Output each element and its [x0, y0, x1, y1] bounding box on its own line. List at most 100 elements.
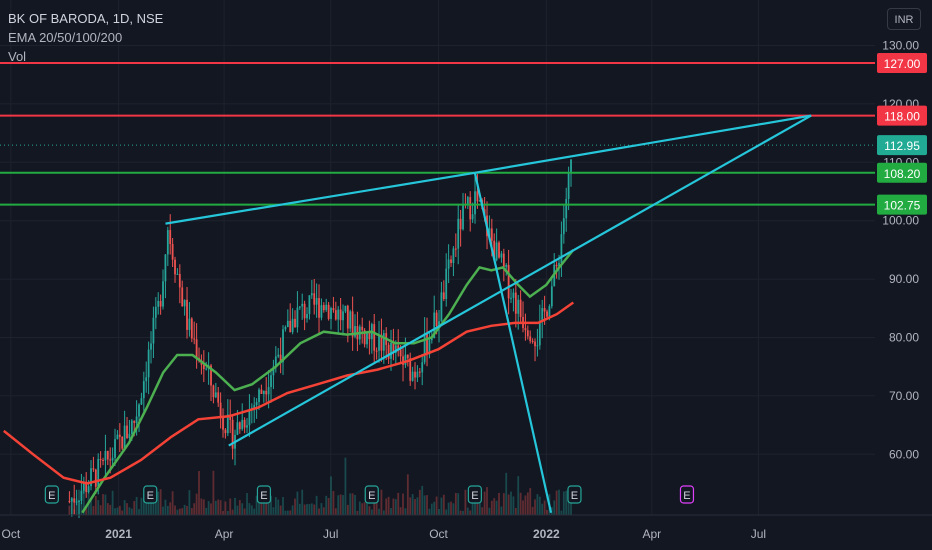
volume-bar: [507, 494, 510, 515]
currency-label[interactable]: INR: [887, 8, 921, 30]
volume-bar: [241, 503, 244, 515]
candle-body: [426, 333, 428, 355]
candle-body: [310, 293, 313, 296]
candle-body: [75, 501, 78, 503]
volume-bar: [260, 501, 263, 515]
candle-body: [382, 333, 385, 351]
candle-body: [351, 311, 354, 337]
earnings-marker-label: E: [471, 490, 478, 502]
volume-bar: [399, 507, 402, 515]
volume-bar: [104, 494, 107, 515]
volume-bar: [128, 507, 131, 515]
trend-line: [473, 172, 553, 513]
volume-bar: [176, 509, 179, 515]
volume-bar: [315, 495, 318, 515]
volume-bar: [229, 498, 232, 515]
volume-bar: [349, 493, 352, 515]
candlestick-series: [68, 159, 572, 519]
candle-body: [183, 299, 186, 307]
volume-bar: [445, 509, 448, 515]
candle-body: [104, 451, 107, 461]
horizontal-levels[interactable]: [0, 62, 875, 206]
candle-body: [181, 287, 184, 307]
volume-bar: [346, 504, 349, 515]
volume-bar: [526, 492, 529, 515]
x-tick-label: Apr: [215, 527, 234, 541]
volume-bar: [152, 501, 155, 515]
volume-bar: [397, 492, 400, 515]
candle-body: [274, 356, 277, 367]
volume-bar: [272, 507, 275, 515]
candle-body: [265, 390, 268, 395]
candle-body: [138, 404, 140, 417]
volume-bar: [130, 508, 133, 515]
candle-body: [133, 420, 136, 424]
trend-lines[interactable]: [165, 114, 812, 513]
volume-bar: [322, 507, 325, 515]
volume-bar: [231, 509, 234, 515]
volume-bar: [337, 495, 340, 515]
volume-bar: [342, 495, 344, 515]
candle-body: [202, 364, 205, 370]
volume-bar: [567, 494, 570, 515]
candle-body: [308, 295, 311, 315]
candle-body: [270, 375, 272, 387]
trend-line: [474, 114, 812, 174]
candle-body: [349, 311, 352, 329]
volume-indicator-label[interactable]: Vol: [8, 49, 27, 64]
volume-bar: [294, 498, 296, 515]
candle-body: [102, 460, 104, 462]
candle-body: [116, 434, 119, 440]
volume-bar: [514, 508, 517, 515]
candle-body: [186, 299, 188, 330]
candle-body: [409, 358, 412, 381]
volume-bar: [255, 495, 258, 515]
symbol-title[interactable]: BK OF BARODA, 1D, NSE: [8, 11, 164, 26]
time-axis[interactable]: Oct 2021 Apr Jul Oct 2022 Apr Jul: [0, 514, 932, 541]
volume-bar: [447, 502, 450, 515]
ema-indicator-label[interactable]: EMA 20/50/100/200: [8, 30, 123, 45]
volume-bar: [464, 489, 467, 515]
volume-bar: [512, 496, 515, 515]
volume-bar: [274, 497, 277, 515]
candle-body: [526, 330, 529, 337]
chart-grid: [0, 0, 875, 515]
volume-bar: [493, 498, 496, 515]
volume-bar: [106, 503, 109, 515]
volume-bar: [238, 500, 241, 515]
volume-bar: [534, 499, 536, 515]
candle-body: [447, 259, 450, 269]
volume-bar: [320, 503, 323, 515]
candle-body: [565, 198, 568, 219]
price-level-badge: [877, 194, 927, 215]
candle-body: [402, 356, 404, 365]
candle-body: [162, 281, 164, 307]
volume-bar: [190, 508, 193, 515]
volume-bar: [483, 491, 486, 515]
candle-body: [217, 392, 220, 403]
volume-bars: [68, 457, 572, 515]
candle-body: [423, 333, 426, 363]
candle-body: [222, 416, 224, 430]
trend-line: [165, 171, 476, 225]
candle-body: [421, 362, 424, 373]
volume-bar: [428, 508, 431, 515]
volume-bar: [284, 510, 287, 515]
volume-bar: [248, 503, 251, 515]
volume-bar: [133, 501, 136, 515]
price-axis[interactable]: 60.0070.0080.0090.00100.00110.00120.0013…: [877, 39, 927, 462]
candle-body: [548, 306, 551, 317]
volume-bar: [277, 499, 280, 515]
volume-bar: [164, 499, 167, 515]
earnings-marker-label: E: [368, 490, 375, 502]
candle-body: [282, 329, 284, 363]
volume-bar: [92, 506, 95, 515]
volume-bar: [306, 504, 308, 515]
volume-bar: [555, 490, 558, 515]
volume-bar: [416, 497, 419, 515]
volume-bar: [418, 489, 421, 515]
candle-body: [363, 330, 366, 345]
candle-body: [279, 354, 282, 363]
